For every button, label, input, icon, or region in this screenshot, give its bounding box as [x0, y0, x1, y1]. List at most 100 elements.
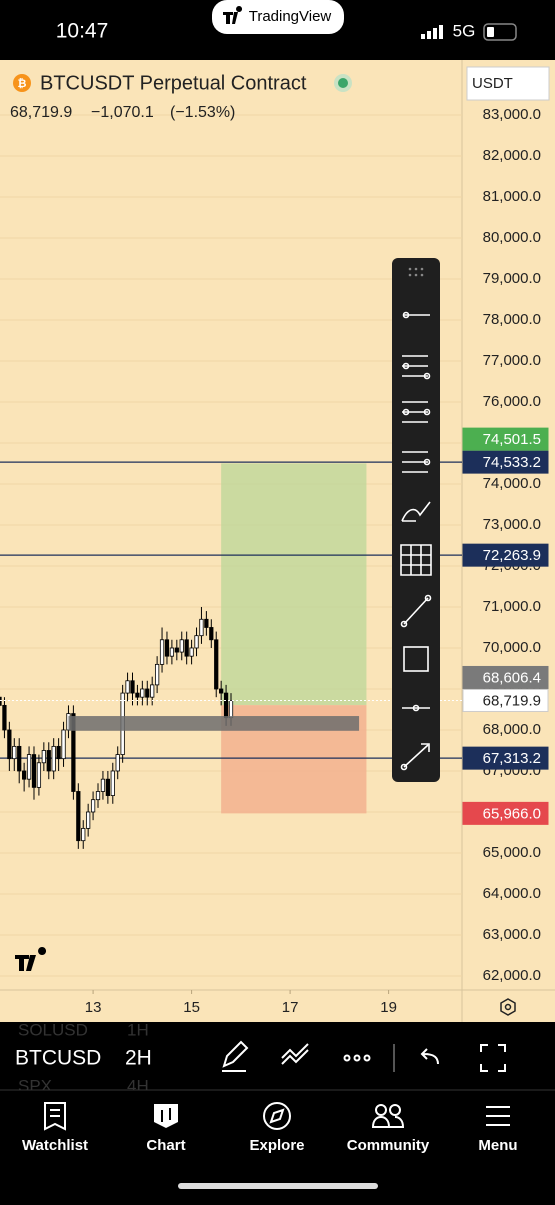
y-tick-label: 62,000.0: [483, 967, 541, 984]
candle-body: [150, 684, 155, 698]
candle-body: [26, 754, 32, 780]
candle-body: [209, 627, 214, 641]
toolbar-icons[interactable]: [222, 1040, 506, 1072]
price-label: 74,533.2: [483, 454, 541, 471]
candle-body: [125, 680, 130, 694]
clock: 10:47: [56, 20, 109, 43]
candle-body: [41, 750, 46, 764]
candle-body: [159, 639, 165, 665]
price-label: 65,966.0: [483, 805, 541, 822]
candle-body: [22, 770, 27, 780]
candle-body: [76, 791, 81, 842]
candle-body: [2, 704, 7, 731]
price-label: 67,313.2: [483, 750, 541, 767]
battery-level: [487, 27, 494, 37]
candle-body: [110, 770, 115, 796]
x-tick-label: 15: [183, 999, 200, 1016]
price-label-box: [462, 543, 549, 567]
y-tick-label: 80,000.0: [483, 229, 541, 246]
candle-body: [228, 700, 234, 719]
candle-body: [7, 729, 12, 760]
toolbar-symbol[interactable]: BTCUSD: [15, 1047, 101, 1070]
tab-label[interactable]: Community: [347, 1137, 430, 1154]
network: 5G: [453, 21, 476, 40]
tv-mini-logo: [223, 6, 243, 24]
grid: 62,000.063,000.064,000.065,000.066,000.0…: [0, 106, 541, 1016]
candle-body: [184, 639, 189, 657]
toolbar-interval[interactable]: 2H: [125, 1047, 152, 1070]
tab-label[interactable]: Watchlist: [22, 1137, 88, 1154]
tab-label[interactable]: Chart: [146, 1137, 185, 1154]
price-label-box: [462, 746, 549, 770]
candle-body: [12, 745, 17, 760]
symbol-title[interactable]: BTCUSDT Perpetual Contract: [40, 72, 307, 94]
candle-body: [61, 729, 66, 760]
y-tick-label: 81,000.0: [483, 188, 541, 205]
y-tick-label: 73,000.0: [483, 516, 541, 533]
candle-body: [169, 647, 175, 657]
price-label: 68,606.4: [483, 669, 541, 686]
y-tick-label: 79,000.0: [483, 270, 541, 287]
currency-box[interactable]: [466, 66, 550, 101]
candle-body: [164, 639, 170, 657]
settings-icon[interactable]: [500, 998, 516, 1016]
last-price: 68,719.9: [10, 104, 72, 121]
price-label: 74,501.5: [483, 431, 541, 448]
candle-body: [189, 647, 194, 657]
price-label-box: [462, 450, 549, 474]
y-tick-label: 74,000.0: [483, 475, 541, 492]
y-tick-label: 82,000.0: [483, 147, 541, 164]
plot: 74,533.2 74,501.5 72,263.9 68,719.9 68,606.4…: [0, 427, 549, 849]
candle-body: [86, 811, 91, 829]
candle-body: [115, 754, 120, 772]
behind-symbol: SOLUSD: [18, 1020, 88, 1039]
candle-body: [46, 750, 51, 772]
price-label-box: [462, 665, 549, 689]
x-tick-label: 19: [380, 999, 397, 1016]
tab-icons: [44, 1102, 510, 1131]
candle-body: [140, 688, 145, 698]
coin-icon: [13, 74, 31, 92]
tabs: Watchlist Chart Explore Community Menu: [22, 1137, 518, 1154]
candle-body: [145, 688, 150, 698]
candle-body: [71, 713, 76, 792]
change: −1,070.1: [91, 104, 154, 121]
candle-body: [105, 778, 110, 796]
candle-body: [179, 639, 184, 653]
y-tick-label: 64,000.0: [483, 885, 541, 902]
change-pct: (−1.53%): [170, 104, 235, 121]
candle-body: [214, 639, 219, 690]
candle-body: [0, 696, 2, 706]
x-tick-label: 13: [85, 999, 102, 1016]
candle-body: [51, 745, 56, 772]
candle-body: [95, 791, 101, 801]
currency[interactable]: USDT: [472, 75, 513, 92]
price-label: 72,263.9: [483, 547, 541, 564]
candle-body: [36, 762, 42, 788]
y-tick-label: 65,000.0: [483, 844, 541, 861]
candle-body: [174, 647, 179, 653]
coin-glyph: ₿: [18, 78, 27, 90]
y-tick-label: 70,000.0: [483, 639, 541, 656]
battery: [483, 23, 517, 41]
candle-body: [194, 635, 199, 649]
y-tick-label: 77,000.0: [483, 352, 541, 369]
home-indicator: [178, 1183, 378, 1189]
x-tick-label: 17: [282, 999, 299, 1016]
candle-body: [90, 799, 96, 813]
y-tick-label: 83,000.0: [483, 106, 541, 123]
candle-body: [154, 663, 160, 686]
tab-label[interactable]: Explore: [249, 1137, 304, 1154]
drawing-toolbar: [392, 258, 440, 782]
candle-body: [100, 778, 106, 792]
y-tick-label: 78,000.0: [483, 311, 541, 328]
price-label-box: [462, 688, 549, 712]
candle-body: [56, 745, 61, 760]
price-label-box: [462, 427, 549, 451]
app-name: TradingView: [249, 8, 332, 25]
tab-bar: [0, 1090, 555, 1200]
y-tick-label: 63,000.0: [483, 926, 541, 943]
candle-body: [135, 692, 140, 698]
tab-label[interactable]: Menu: [478, 1137, 517, 1154]
